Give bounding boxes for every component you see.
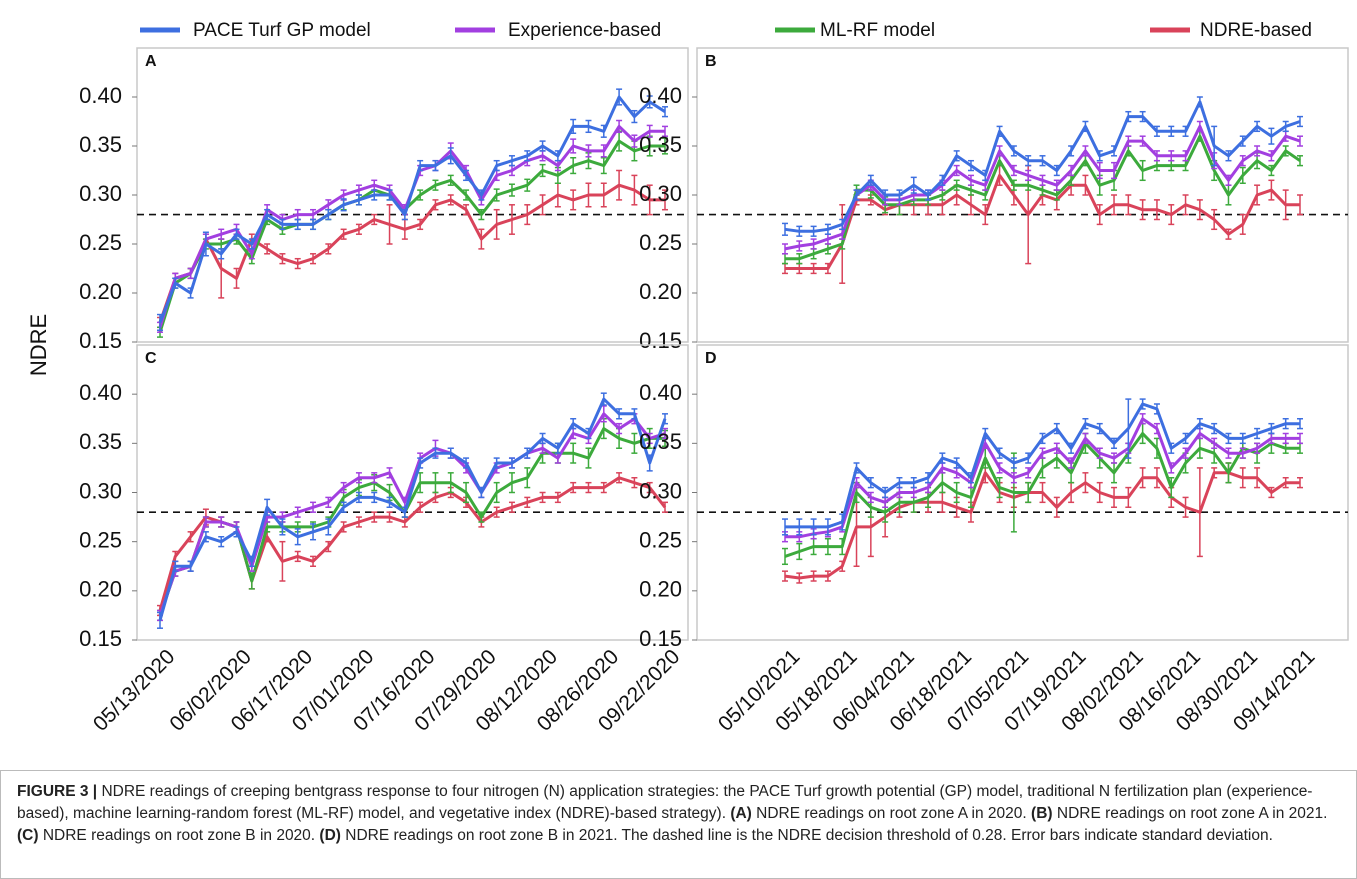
y-tick-label: 0.20	[639, 577, 682, 602]
caption-text: (A)	[730, 805, 752, 822]
y-tick-label: 0.35	[79, 132, 122, 157]
caption-text: (D)	[319, 827, 341, 844]
series-line	[785, 417, 1300, 539]
y-tick-label: 0.20	[79, 577, 122, 602]
y-tick-label: 0.20	[639, 279, 682, 304]
y-tick-label: 0.20	[79, 279, 122, 304]
caption-text: NDRE readings on root zone B in 2020.	[38, 827, 320, 844]
y-tick-label: 0.30	[79, 478, 122, 503]
caption-text: (B)	[1031, 805, 1053, 822]
caption-text: (C)	[17, 827, 39, 844]
series-line	[785, 402, 1300, 529]
series-line	[158, 397, 667, 621]
legend-label: Experience-based	[508, 20, 661, 41]
y-tick-label: 0.35	[639, 132, 682, 157]
figure: NDRE PACE Turf GP model Experience-based M…	[26, 20, 1349, 736]
y-tick-label: 0.25	[639, 527, 682, 552]
panel-label: B	[705, 53, 717, 70]
y-tick-label: 0.25	[639, 230, 682, 255]
caption-text: FIGURE 3 |	[17, 783, 102, 800]
y-tick-label: 0.15	[79, 626, 122, 651]
y-tick-label: 0.40	[639, 83, 682, 108]
legend-label: PACE Turf GP model	[193, 20, 371, 41]
y-axis-label: NDRE	[26, 314, 51, 376]
y-tick-label: 0.30	[639, 181, 682, 206]
y-tick-label: 0.30	[79, 181, 122, 206]
series-line	[158, 183, 665, 323]
series-line	[784, 100, 1301, 233]
plot-frame	[696, 47, 1349, 343]
panel-label: A	[145, 53, 157, 70]
series-line	[784, 471, 1300, 580]
legend-label: NDRE-based	[1200, 20, 1312, 41]
y-tick-label: 0.30	[639, 478, 682, 503]
caption: FIGURE 3 | NDRE readings of creeping ben…	[0, 770, 1357, 879]
panel-label: D	[705, 350, 717, 367]
caption-text: NDRE readings on root zone A in 2021.	[1052, 805, 1332, 822]
series-line	[158, 139, 665, 333]
legend-label: ML-RF model	[820, 20, 935, 41]
series-line	[158, 427, 665, 616]
series-line	[784, 432, 1300, 558]
y-tick-label: 0.25	[79, 527, 122, 552]
y-tick-label: 0.15	[79, 328, 122, 353]
y-tick-label: 0.40	[79, 83, 122, 108]
caption-text: NDRE readings on root zone B in 2021. Th…	[340, 827, 1273, 844]
y-tick-label: 0.15	[639, 626, 682, 651]
caption-text: NDRE readings on root zone A in 2020.	[751, 805, 1032, 822]
panel-label: C	[145, 350, 157, 367]
y-tick-label: 0.25	[79, 230, 122, 255]
caption-text: NDRE readings of creeping bentgrass resp…	[17, 783, 1313, 822]
x-tick-label: 05/13/2020	[89, 645, 180, 736]
y-tick-label: 0.40	[639, 380, 682, 405]
y-tick-label: 0.35	[79, 429, 122, 454]
y-tick-label: 0.35	[639, 429, 682, 454]
y-tick-label: 0.15	[639, 328, 682, 353]
series-line	[158, 95, 666, 323]
y-tick-label: 0.40	[79, 380, 122, 405]
